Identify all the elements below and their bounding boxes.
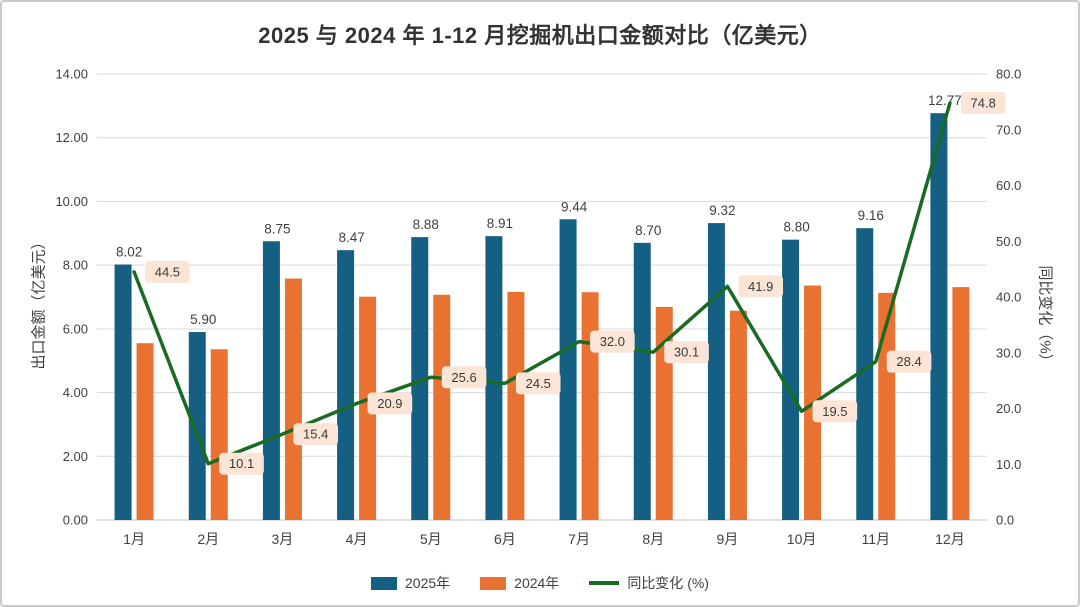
x-axis-label: 9月	[717, 531, 739, 547]
bar-series-0	[633, 242, 651, 521]
bar-label: 9.16	[858, 208, 884, 223]
line-label-box	[960, 91, 1006, 114]
line-label: 24.5	[526, 376, 551, 391]
bar-label: 8.88	[413, 217, 439, 232]
line-label: 19.5	[822, 404, 847, 419]
right-axis-tick: 70.0	[996, 122, 1021, 137]
left-axis-tick: 0.00	[63, 513, 88, 528]
right-axis-tick: 10.0	[996, 457, 1021, 472]
legend-label: 2024年	[514, 575, 560, 591]
line-label-box	[886, 350, 932, 373]
bar-series-0	[114, 264, 132, 520]
bar-series-0	[411, 237, 429, 520]
legend-label: 2025年	[405, 575, 451, 591]
right-axis-tick: 40.0	[996, 290, 1021, 305]
bar-series-1	[729, 310, 747, 520]
bar-series-1	[433, 294, 451, 520]
legend-item-0: 2025年	[371, 573, 450, 593]
x-axis-label: 5月	[420, 531, 442, 547]
bar-series-0	[559, 219, 577, 521]
line-label: 20.9	[377, 396, 402, 411]
bar-label: 8.02	[116, 245, 142, 260]
legend-bar-swatch	[480, 576, 507, 590]
bar-label: 8.80	[783, 220, 809, 235]
line-label: 25.6	[451, 370, 476, 385]
line-label-box	[738, 275, 784, 298]
line-label: 10.1	[229, 456, 254, 471]
x-axis-label: 7月	[568, 531, 590, 547]
bar-series-0	[188, 332, 206, 520]
x-axis-label: 11月	[861, 531, 890, 547]
bar-series-1	[210, 349, 228, 520]
line-label-box	[812, 400, 858, 423]
bar-label: 8.47	[338, 230, 364, 245]
bar-label: 8.91	[487, 216, 513, 231]
left-axis-tick: 10.00	[55, 194, 88, 209]
chart-title: 2025 与 2024 年 1-12 月挖掘机出口金额对比（亿美元）	[258, 23, 822, 48]
bar-label: 12.77	[928, 93, 962, 108]
bar-series-1	[284, 278, 302, 520]
right-axis-tick: 30.0	[996, 345, 1021, 360]
x-axis-label: 1月	[123, 531, 145, 547]
x-axis-label: 8月	[642, 531, 664, 547]
legend: 2025年 2024年 同比变化 (%)	[2, 573, 1078, 593]
bar-series-1	[952, 287, 970, 520]
bar-series-0	[930, 113, 948, 520]
line-label-box	[367, 392, 413, 415]
legend-bar-swatch	[371, 576, 397, 590]
bar-label: 5.90	[190, 312, 216, 327]
line-label-box	[590, 330, 635, 353]
line-label: 32.0	[600, 334, 625, 349]
left-axis-tick: 12.00	[55, 130, 88, 145]
right-axis-tick: 80.0	[996, 67, 1021, 82]
line-label-box	[664, 341, 709, 364]
bar-label: 8.75	[264, 221, 290, 236]
line-label: 41.9	[748, 279, 773, 294]
x-axis-label: 10月	[787, 531, 817, 547]
line-label: 74.8	[971, 95, 996, 110]
bar-series-0	[707, 223, 725, 520]
bar-series-0	[262, 241, 280, 520]
line-label-box	[293, 423, 339, 446]
line-label-box	[515, 372, 561, 395]
line-label: 30.1	[674, 345, 699, 360]
x-axis-label: 3月	[272, 531, 294, 547]
bar-label: 9.44	[561, 199, 588, 214]
bar-series-0	[485, 236, 503, 520]
line-label: 44.5	[155, 264, 180, 279]
bar-series-0	[337, 250, 355, 521]
line-label: 28.4	[896, 354, 921, 369]
bar-series-0	[856, 228, 874, 520]
x-axis-label: 4月	[346, 531, 368, 547]
legend-item-1: 2024年	[480, 573, 559, 593]
x-axis-label: 6月	[494, 531, 516, 547]
bar-series-1	[136, 343, 154, 520]
left-axis-tick: 6.00	[63, 321, 88, 336]
line-label-box	[219, 452, 264, 475]
bar-series-0	[782, 239, 800, 520]
left-axis-tick: 14.00	[55, 67, 88, 82]
right-axis-tick: 20.0	[996, 401, 1021, 416]
x-axis-label: 2月	[197, 531, 219, 547]
bar-series-1	[507, 291, 525, 520]
left-axis-tick: 4.00	[63, 385, 88, 400]
left-axis-tick: 8.00	[63, 258, 88, 273]
legend-label: 同比变化 (%)	[627, 575, 709, 591]
legend-item-2: 同比变化 (%)	[589, 573, 709, 593]
line-label-box	[441, 366, 487, 389]
bar-label: 9.32	[709, 203, 735, 218]
right-axis-tick: 0.0	[996, 513, 1014, 528]
left-axis-tick: 2.00	[63, 449, 88, 464]
bar-series-1	[878, 292, 896, 520]
line-label-box	[145, 260, 190, 283]
bar-label: 8.70	[635, 223, 661, 238]
right-axis-tick: 50.0	[996, 234, 1021, 249]
right-axis-tick: 60.0	[996, 178, 1021, 193]
bar-series-1	[581, 292, 599, 520]
line-label: 15.4	[303, 427, 328, 442]
x-axis-label: 12月	[935, 531, 965, 547]
legend-line-swatch	[589, 581, 620, 585]
